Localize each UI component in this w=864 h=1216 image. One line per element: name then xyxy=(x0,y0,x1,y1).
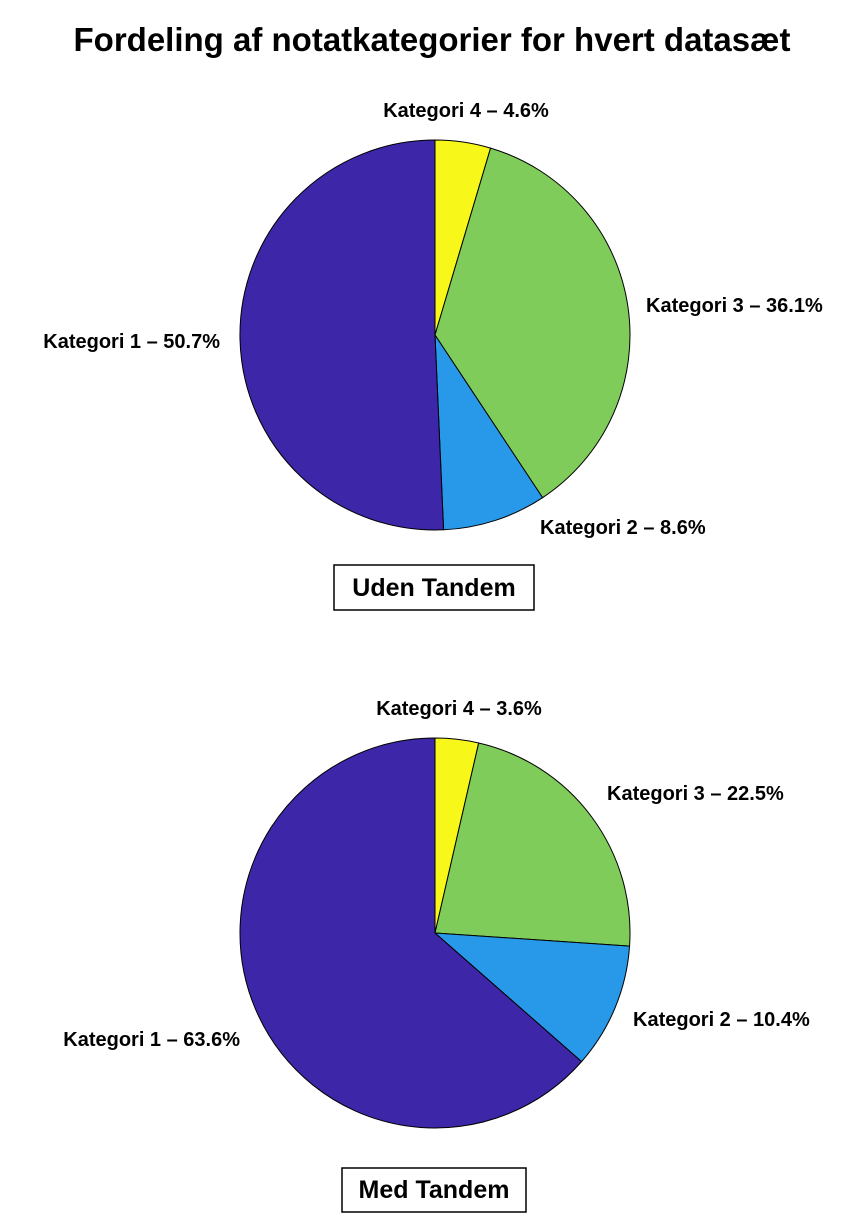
slice-label-kategori-3: Kategori 3 – 22.5% xyxy=(607,783,784,805)
slice-label-kategori-2: Kategori 2 – 10.4% xyxy=(633,1009,810,1031)
pie-slice-kategori-1 xyxy=(239,737,583,1129)
caption-box-med-tandem: Med Tandem xyxy=(341,1167,527,1213)
pie-slice-kategori-2 xyxy=(434,333,544,531)
pie-labels-med-tandem: Kategori 4 – 3.6% Kategori 3 – 22.5% Kateg… xyxy=(63,698,810,1051)
caption-med-tandem: Med Tandem xyxy=(359,1176,510,1204)
figure-title: Fordeling af notatkategorier for hvert d… xyxy=(74,21,791,58)
pie-slice-kategori-3 xyxy=(434,742,631,947)
slice-label-kategori-4: Kategori 4 – 3.6% xyxy=(376,698,542,720)
pie-slice-kategori-1 xyxy=(239,139,445,531)
slice-label-kategori-1: Kategori 1 – 50.7% xyxy=(43,331,220,353)
pie-labels-uden-tandem: Kategori 4 – 4.6% Kategori 3 – 36.1% Kateg… xyxy=(43,100,823,539)
slice-label-kategori-4: Kategori 4 – 4.6% xyxy=(383,100,549,122)
slice-label-kategori-2: Kategori 2 – 8.6% xyxy=(540,517,706,539)
pie-slice-kategori-3 xyxy=(434,147,631,499)
pie-chart-uden-tandem xyxy=(239,139,631,531)
slice-label-kategori-1: Kategori 1 – 63.6% xyxy=(63,1029,240,1051)
pie-chart-med-tandem xyxy=(239,737,631,1129)
caption-box-uden-tandem: Uden Tandem xyxy=(333,564,535,611)
caption-uden-tandem: Uden Tandem xyxy=(352,574,515,602)
slice-label-kategori-3: Kategori 3 – 36.1% xyxy=(646,295,823,317)
pie-slice-kategori-2 xyxy=(433,932,631,1063)
